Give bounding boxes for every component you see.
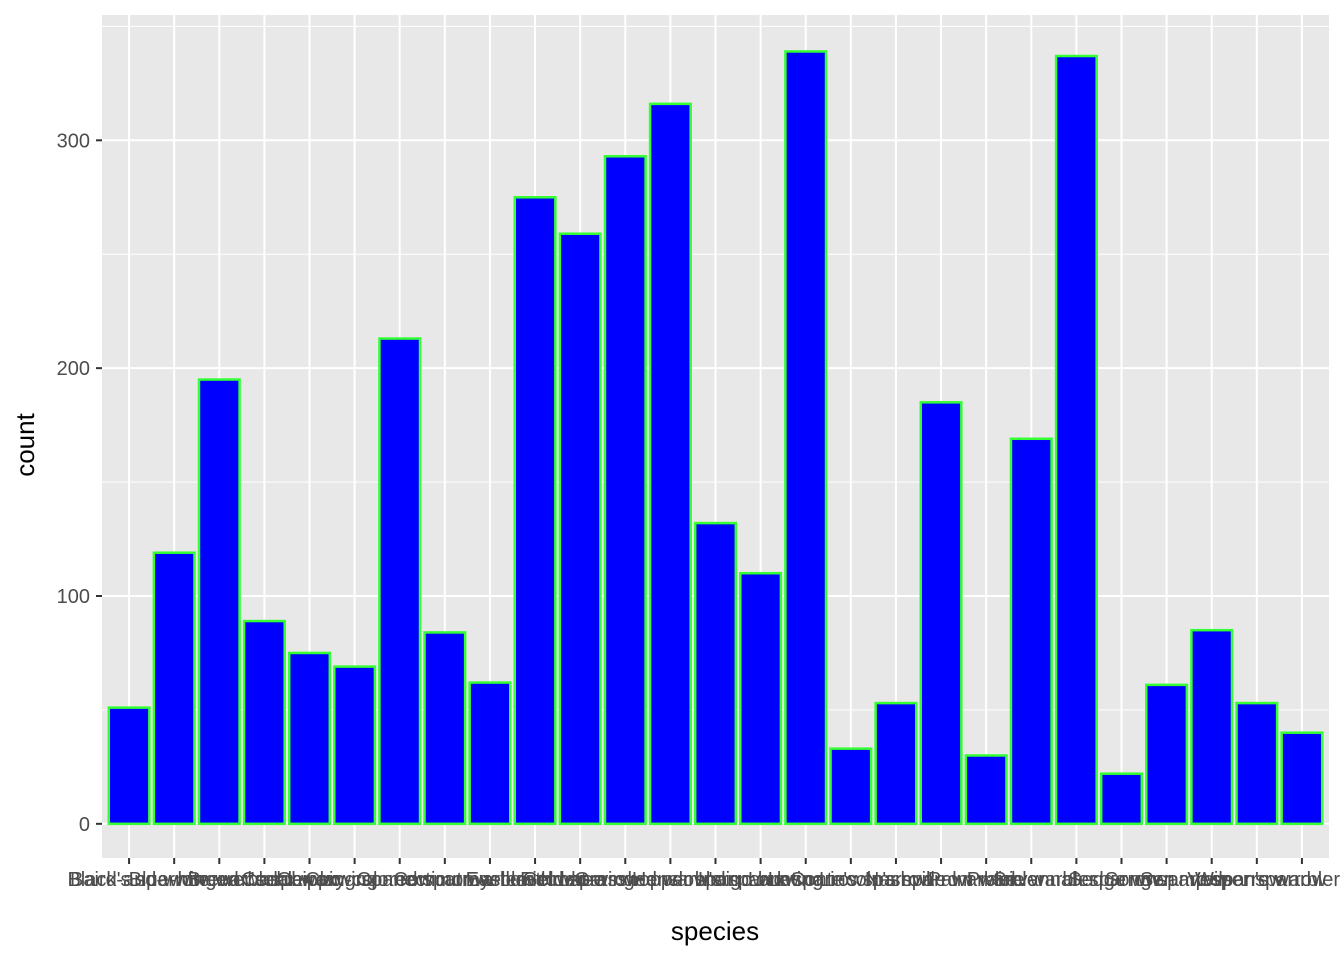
bar [197, 378, 241, 826]
y-axis-ticks: 0 100 200 300 [57, 130, 102, 836]
bar [919, 401, 963, 826]
bar [964, 754, 1008, 826]
x-tick-label: Song sparrow [1105, 869, 1229, 891]
x-tick-label: Eastern towhee [466, 869, 605, 891]
x-tick-label: Black-and-white warbler [67, 869, 281, 891]
bar [1280, 731, 1324, 826]
bar [1099, 772, 1144, 826]
x-tick-label: Golden-winged warbler [522, 869, 728, 891]
x-tick-label: Cedar waxwing [241, 869, 378, 891]
x-tick-label: Lincoln's sparrow [819, 869, 973, 891]
bars [107, 50, 1324, 826]
x-tick-label: Common yellowthroat [393, 869, 587, 891]
bar [107, 706, 151, 826]
bar [648, 102, 692, 826]
x-tick-label: Vesper sparrow [1187, 869, 1327, 891]
x-tick-label: Nashville warbler [865, 869, 1018, 891]
bar [739, 571, 783, 826]
bar [468, 681, 512, 826]
x-tick-label: Savannah sparrow [993, 869, 1160, 891]
bar [513, 196, 557, 826]
y-tick-label: 200 [57, 358, 90, 380]
bar [423, 631, 467, 826]
bar [829, 747, 873, 826]
x-tick-label: LeConte's sparrow [768, 869, 935, 891]
bar [1054, 54, 1098, 826]
x-tick-label: Blue-winged warbler [129, 869, 311, 891]
bar [874, 701, 918, 826]
x-tick-label: Baird's sparrow [70, 869, 208, 891]
x-tick-label: Prairie warbler [967, 869, 1096, 891]
bar [378, 337, 422, 826]
bar [1145, 683, 1189, 826]
y-tick-label: 100 [57, 586, 90, 608]
bar [558, 232, 602, 826]
x-axis-title: species [671, 916, 759, 946]
bar [287, 651, 332, 826]
x-tick-label: Sedge wren [1068, 869, 1175, 891]
bar [1190, 628, 1234, 826]
x-tick-label: Clay-colored sparrow [305, 869, 495, 891]
bar [333, 665, 377, 826]
x-tick-label: Brewer's sparrow [187, 869, 341, 891]
x-tick-label: Indigo bunting [698, 869, 824, 891]
y-axis-title: count [10, 412, 40, 476]
x-tick-label: Wilson's warbler [1195, 869, 1340, 891]
y-tick-label: 0 [79, 814, 90, 836]
x-tick-label: Connecticut warbler [356, 869, 533, 891]
bar [693, 521, 738, 826]
x-tick-label: Swamp sparrow [1140, 869, 1284, 891]
y-tick-label: 300 [57, 130, 90, 152]
x-tick-label: Palm warbler [928, 869, 1045, 891]
x-tick-label: Chipping sparrow [277, 869, 433, 891]
x-tick-label: Lark sparrow [748, 869, 864, 891]
bar [1235, 701, 1279, 826]
bar [1009, 437, 1053, 826]
bar [242, 619, 286, 826]
x-tick-label: Grasshopper sparrow [574, 869, 767, 891]
x-tick-label: Henslow's sparrow [632, 869, 800, 891]
bar [603, 155, 647, 826]
bar [784, 50, 828, 826]
bar [152, 551, 196, 826]
x-tick-label: Field sparrow [520, 869, 641, 891]
